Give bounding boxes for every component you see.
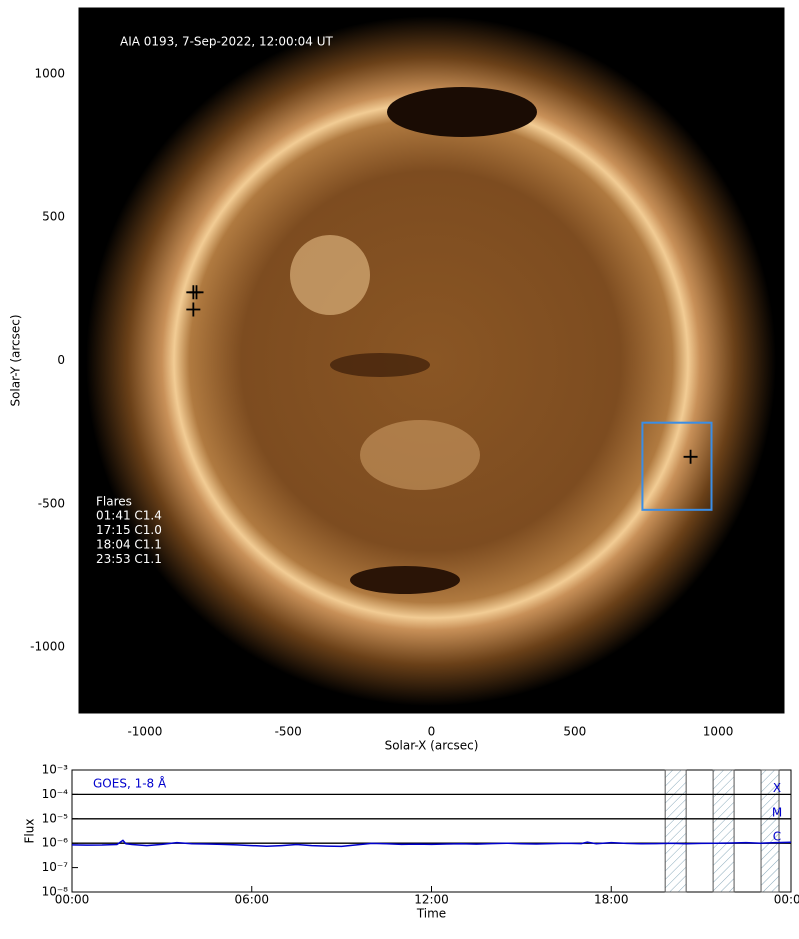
class-level-label: M: [772, 805, 782, 819]
x-axis-label: Time: [416, 907, 446, 921]
y-tick-label: 10⁻³: [42, 763, 69, 777]
solar-image: [79, 8, 784, 713]
x-tick-label: 06:00: [234, 893, 269, 907]
flares-title: Flares: [96, 495, 132, 509]
class-level-label: X: [773, 781, 781, 795]
y-tick-label: 10⁻⁶: [42, 836, 69, 850]
x-tick-label: 00:00: [774, 893, 799, 907]
flare-marker: [186, 302, 201, 317]
y-tick-label: 10⁻⁷: [42, 860, 69, 874]
flare-entry: 23:53 C1.1: [96, 552, 162, 566]
shaded-interval: [664, 769, 687, 893]
x-tick-label: 12:00: [414, 893, 449, 907]
y-tick-label: -1000: [30, 640, 65, 654]
roi-box: [641, 421, 713, 511]
flare-entry: 17:15 C1.0: [96, 523, 162, 537]
shaded-interval: [712, 769, 735, 893]
y-tick-label: 10⁻⁸: [42, 885, 69, 899]
image-title: AIA 0193, 7-Sep-2022, 12:00:04 UT: [120, 35, 334, 49]
flare-marker: [189, 285, 204, 300]
y-tick-label: 500: [42, 210, 65, 224]
flare-entry: 01:41 C1.4: [96, 509, 162, 523]
y-axis-label: Solar-Y (arcsec): [9, 314, 23, 406]
y-tick-label: 1000: [34, 66, 65, 80]
legend-label: GOES, 1-8 Å: [93, 776, 167, 791]
x-tick-label: 1000: [703, 725, 734, 739]
x-tick-label: 0: [428, 725, 436, 739]
x-tick-label: -500: [275, 725, 302, 739]
y-axis-label: Flux: [23, 819, 37, 844]
x-tick-label: 18:00: [594, 893, 629, 907]
flux-line: [71, 839, 792, 848]
y-tick-label: 10⁻⁵: [42, 811, 69, 825]
flare-marker: [683, 449, 698, 464]
x-tick-label: 00:00: [55, 893, 90, 907]
x-tick-label: -1000: [127, 725, 162, 739]
shaded-interval: [760, 769, 780, 893]
x-tick-label: 500: [563, 725, 586, 739]
x-axis-label: Solar-X (arcsec): [385, 739, 479, 753]
flare-entry: 18:04 C1.1: [96, 538, 162, 552]
class-level-label: C: [773, 830, 781, 844]
y-tick-label: 0: [57, 353, 65, 367]
y-tick-label: 10⁻⁴: [42, 787, 69, 801]
y-tick-label: -500: [38, 496, 65, 510]
